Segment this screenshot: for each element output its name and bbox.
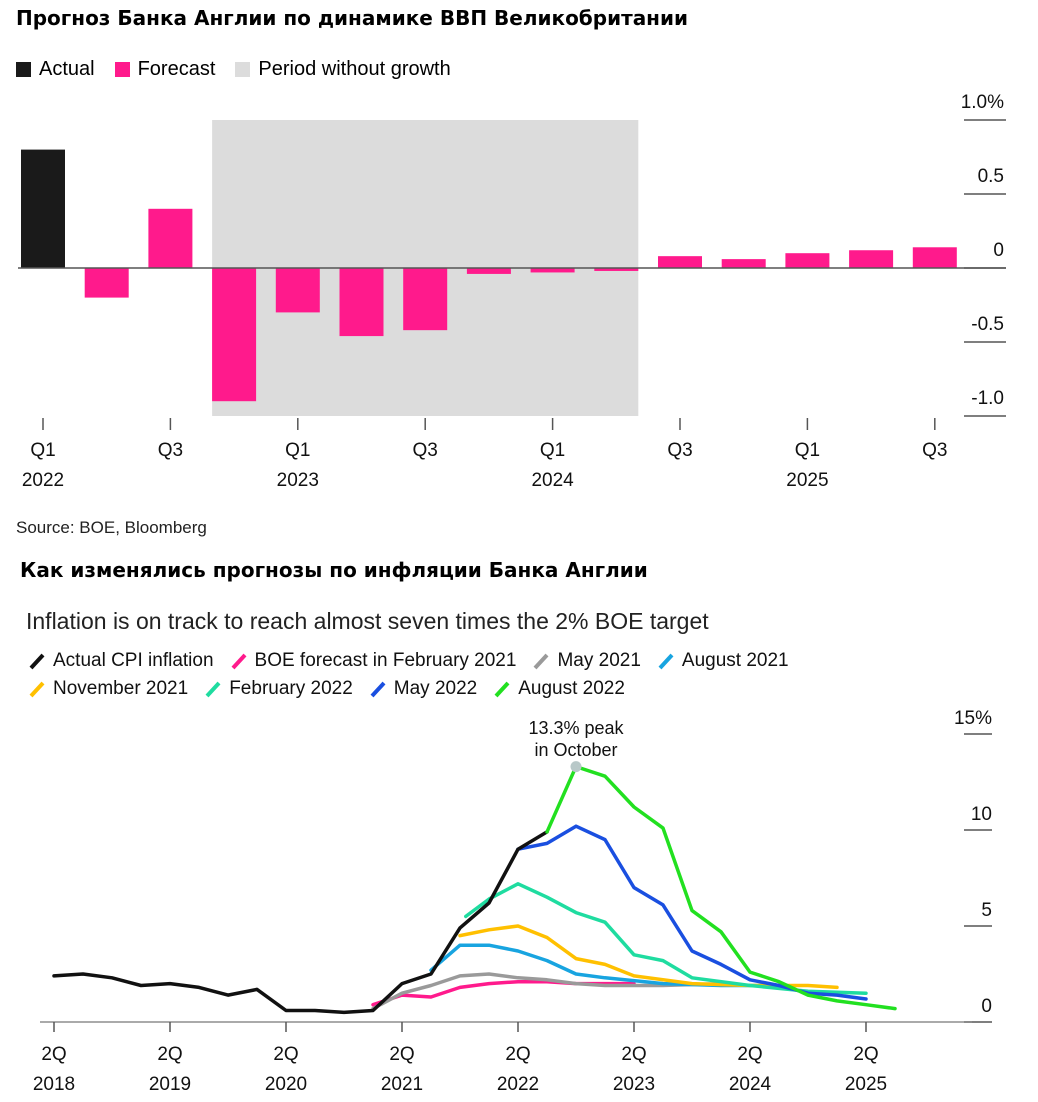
inflation-subtitle: Inflation is on track to reach almost se… [26, 608, 709, 634]
x-tick-year: 2018 [33, 1074, 75, 1095]
legend-item: BOE forecast in February 2021 [230, 650, 517, 672]
x-tick-year: 2019 [149, 1074, 191, 1095]
x-tick-year: 2023 [277, 470, 319, 491]
x-tick-quarter: Q1 [540, 440, 565, 461]
x-tick-year: 2024 [729, 1074, 772, 1095]
legend-item: November 2021 [28, 678, 188, 700]
x-tick-quarter: Q3 [922, 440, 947, 461]
legend-item: August 2022 [493, 678, 625, 700]
x-tick-quarter: Q3 [413, 440, 438, 461]
legend-label: Actual CPI inflation [53, 650, 214, 671]
gdp-legend: Actual Forecast Period without growth [16, 58, 471, 81]
legend-label: August 2022 [518, 678, 625, 699]
legend-label: February 2022 [229, 678, 353, 699]
bar-q3-2022 [148, 208, 193, 268]
y-tick-label: -1.0 [971, 388, 1004, 409]
legend-item: Actual CPI inflation [28, 650, 214, 672]
x-tick-year: 2021 [381, 1074, 423, 1095]
x-tick-quarter: Q1 [30, 440, 55, 461]
bar-q1-2025 [785, 253, 830, 268]
x-tick-quarter: 2Q [157, 1044, 182, 1065]
y-tick-label: 15% [954, 708, 992, 729]
peak-marker [570, 761, 582, 773]
inflation-legend-row-2: November 2021 February 2022 May 2022 Aug… [28, 678, 641, 700]
x-tick-quarter: 2Q [853, 1044, 878, 1065]
legend-item: February 2022 [204, 678, 353, 700]
bar-q2-2025 [849, 250, 894, 268]
legend-item: August 2021 [657, 650, 789, 672]
bar-q1-2023 [275, 268, 320, 313]
x-tick-quarter: 2Q [41, 1044, 66, 1065]
inflation-legend-row-1: Actual CPI inflation BOE forecast in Feb… [28, 650, 805, 672]
legend-label: August 2021 [681, 650, 789, 671]
x-tick-quarter: 2Q [737, 1044, 762, 1065]
legend-label: BOE forecast in February 2021 [254, 650, 517, 671]
y-tick-label: 5 [981, 900, 992, 921]
series-line-august-2022 [545, 764, 897, 1011]
x-tick-quarter: 2Q [505, 1044, 530, 1065]
bar-q3-2023 [403, 268, 448, 331]
x-tick-quarter: 2Q [621, 1044, 646, 1065]
legend-label: May 2021 [557, 650, 641, 671]
x-tick-year: 2022 [22, 470, 64, 491]
legend-forecast-label: Forecast [137, 58, 216, 80]
legend-item: May 2021 [532, 650, 641, 672]
bar-q1-2022 [21, 149, 65, 268]
legend-actual-label: Actual [39, 58, 95, 80]
series-line-may-2021 [371, 972, 723, 1011]
gdp-chart-title: Прогноз Банка Англии по динамике ВВП Вел… [16, 6, 689, 30]
x-tick-quarter: Q1 [795, 440, 820, 461]
legend-forecast-swatch [114, 62, 130, 77]
legend-period-label: Period without growth [258, 58, 451, 80]
y-tick-label: 1.0% [961, 92, 1004, 113]
legend-period: Period without growth [235, 58, 451, 81]
legend-label: May 2022 [393, 678, 478, 699]
x-tick-quarter: 2Q [389, 1044, 414, 1065]
y-tick-label: 0.5 [978, 166, 1004, 187]
x-tick-quarter: 2Q [273, 1044, 298, 1065]
y-tick-label: 0 [981, 996, 992, 1017]
legend-label: November 2021 [53, 678, 189, 699]
x-tick-year: 2025 [845, 1074, 887, 1095]
x-tick-quarter: Q3 [667, 440, 692, 461]
bar-q2-2024 [594, 268, 639, 271]
x-tick-year: 2022 [497, 1074, 539, 1095]
inflation-chart-title: Как изменялись прогнозы по инфляции Банк… [20, 558, 648, 582]
series-line-actual-cpi-inflation [52, 830, 549, 1015]
peak-annotation-line-2: in October [534, 740, 617, 760]
bar-q4-2022 [212, 268, 257, 402]
y-tick-label: -0.5 [971, 314, 1004, 335]
bar-q3-2025 [912, 247, 957, 268]
legend-item: May 2022 [369, 678, 477, 700]
inflation-line-chart: 15% 10 5 0 2Q 2018 2Q 2019 2Q 2020 2Q 2021 2Q 2022 2Q 2… [33, 708, 992, 1095]
bar-q4-2024 [721, 259, 766, 268]
x-tick-quarter: Q1 [285, 440, 310, 461]
series-line-november-2021 [458, 924, 839, 990]
peak-annotation-line-1: 13.3% peak [528, 718, 624, 738]
x-tick-year: 2023 [613, 1074, 655, 1095]
legend-forecast: Forecast [114, 58, 216, 81]
x-tick-year: 2024 [531, 470, 574, 491]
x-tick-year: 2025 [786, 470, 828, 491]
y-tick-label: 0 [993, 240, 1004, 261]
x-tick-year: 2020 [265, 1074, 307, 1095]
bar-q4-2023 [466, 268, 511, 274]
gdp-bar-chart: 1.0% 0.5 0 -0.5 -1.0 Q1 2022 Q3 Q1 2023 Q3 Q1 2024 Q3… [18, 92, 1006, 491]
bar-q2-2022 [84, 268, 129, 298]
series-line-february-2022 [464, 882, 868, 995]
bar-q1-2024 [530, 268, 575, 273]
gdp-source: Source: BOE, Bloomberg [16, 518, 207, 537]
legend-period-swatch [235, 62, 251, 77]
y-tick-label: 10 [971, 804, 992, 825]
bar-q2-2023 [339, 268, 384, 337]
x-tick-quarter: Q3 [158, 440, 183, 461]
bar-q3-2024 [658, 256, 702, 268]
legend-actual: Actual [16, 58, 95, 81]
legend-actual-swatch [16, 62, 31, 77]
